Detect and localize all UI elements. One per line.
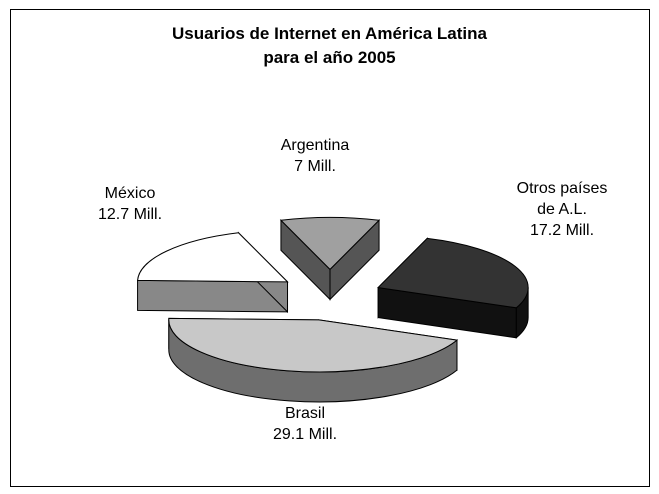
label-argentina-name: Argentina	[280, 137, 350, 154]
label-brasil: Brasil 29.1 Mill.	[245, 403, 365, 445]
slice-brasil-top	[168, 317, 459, 373]
label-brasil-value: 29.1 Mill.	[272, 426, 338, 443]
label-mexico: México 12.7 Mill.	[75, 183, 185, 225]
label-brasil-name: Brasil	[284, 405, 325, 422]
label-argentina-value: 7 Mill.	[294, 158, 336, 175]
label-otros-name-1: Otros países	[516, 180, 608, 197]
label-mexico-name: México	[104, 185, 156, 202]
label-otros: Otros países de A.L. 17.2 Mill.	[507, 178, 617, 241]
chart-title: Usuarios de Internet en América Latina p…	[0, 22, 659, 70]
label-otros-value: 17.2 Mill.	[529, 222, 595, 239]
label-argentina: Argentina 7 Mill.	[255, 135, 375, 177]
chart-title-line-2: para el año 2005	[263, 48, 396, 67]
label-mexico-value: 12.7 Mill.	[97, 206, 163, 223]
slice-otros-top	[377, 237, 529, 309]
slice-mexico-top	[137, 232, 289, 283]
slice-argentina-top	[279, 216, 381, 271]
label-otros-name-2: de A.L.	[537, 201, 587, 218]
chart-title-line-1: Usuarios de Internet en América Latina	[172, 24, 487, 43]
